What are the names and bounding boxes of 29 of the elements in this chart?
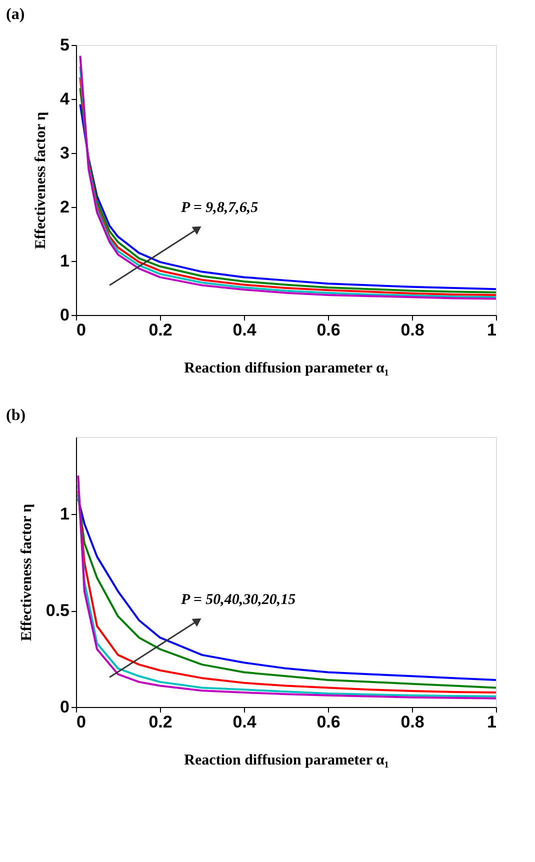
y-tick-label: 2 — [60, 198, 70, 216]
y-axis-title: Effectiveness factor η — [18, 504, 35, 642]
x-tick-label: 0.4 — [232, 320, 257, 340]
x-tick-label: 1 — [487, 712, 496, 732]
x-tick-label: 0.2 — [148, 320, 172, 340]
x-tick-label: 0.4 — [232, 712, 257, 732]
x-axis-title: Reaction diffusion parameter α₁ — [184, 360, 389, 376]
x-tick-label: 0.6 — [316, 712, 340, 732]
x-tick-label: 1 — [487, 320, 496, 340]
annotation: P = 50,40,30,20,15 — [181, 592, 296, 608]
x-tick-label: 0.8 — [400, 712, 424, 732]
x-axis-title: Reaction diffusion parameter α₁ — [184, 752, 389, 768]
annotation: P = 9,8,7,6,5 — [181, 200, 259, 216]
y-tick-label: 1 — [60, 504, 70, 524]
y-tick-label: 1 — [60, 252, 70, 270]
x-tick-label: 0.2 — [148, 712, 172, 732]
x-tick-label: 0.6 — [316, 320, 340, 340]
y-tick-label: 0 — [60, 306, 70, 324]
y-tick-label: 0.5 — [46, 601, 70, 620]
x-tick-label: 0 — [76, 712, 86, 732]
chart-title: (a) — [6, 6, 25, 23]
x-tick-label: 0.8 — [400, 320, 424, 340]
y-tick-label: 4 — [60, 90, 70, 108]
y-axis-title: Effectiveness factor η — [33, 112, 50, 250]
x-tick-label: 0 — [76, 320, 86, 340]
chart-title: (b) — [6, 407, 26, 424]
y-tick-label: 0 — [60, 698, 70, 716]
y-tick-label: 5 — [60, 36, 70, 54]
y-tick-label: 3 — [60, 144, 70, 162]
